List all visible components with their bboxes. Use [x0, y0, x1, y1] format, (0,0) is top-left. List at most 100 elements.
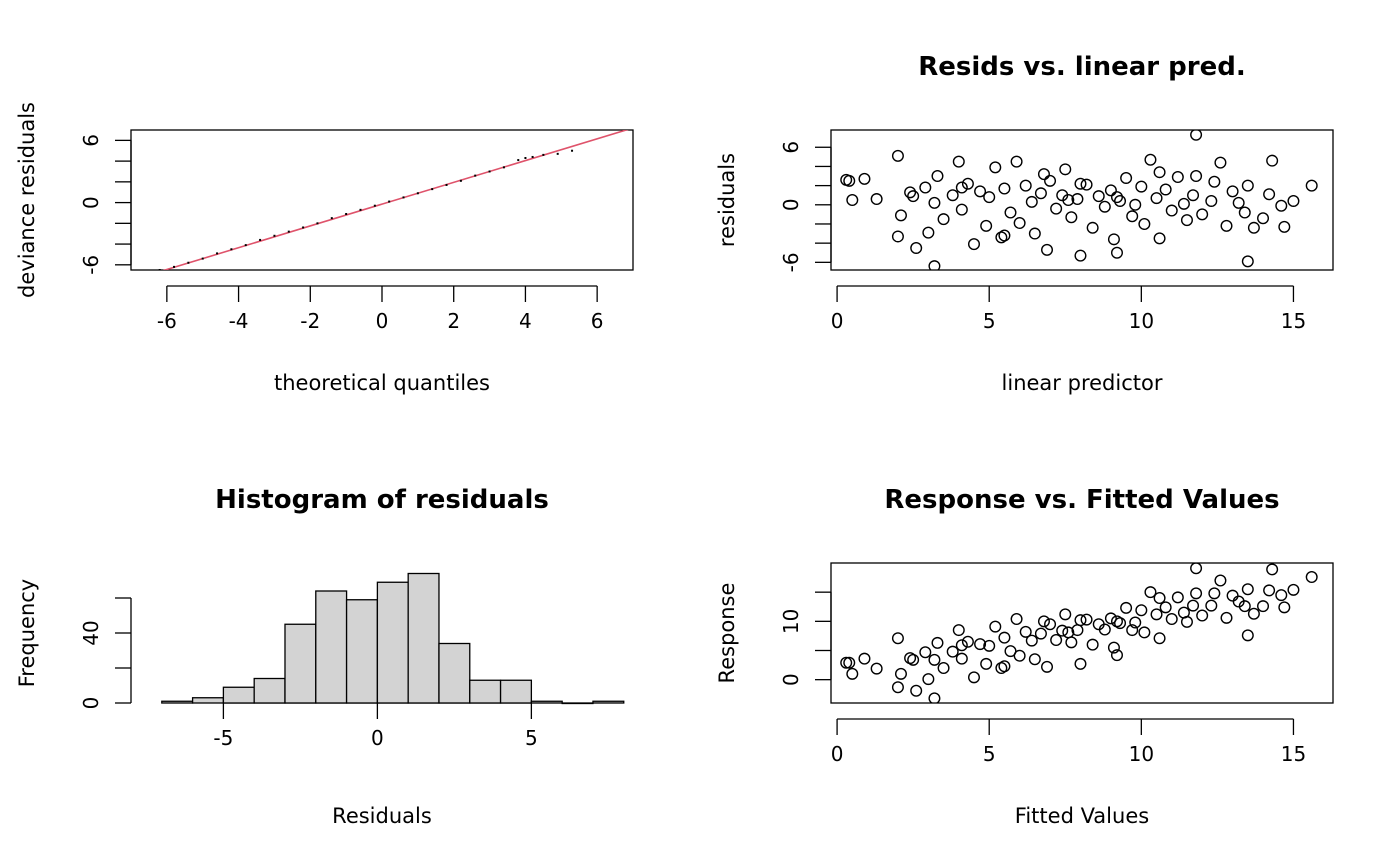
scatter-point: [998, 660, 1011, 673]
scatter-point: [1041, 243, 1054, 256]
scatter-point: [1287, 583, 1300, 596]
qq-point: [556, 152, 559, 155]
scatter-point: [1144, 153, 1157, 166]
y-tick-label: 0: [779, 673, 803, 686]
scatter-point: [1205, 194, 1218, 207]
scatter-point: [919, 646, 932, 659]
qq-point: [488, 170, 491, 173]
scatter-point: [1010, 613, 1023, 626]
scatter-point: [1159, 183, 1172, 196]
scatter-point: [1044, 618, 1057, 631]
histogram-bar: [161, 700, 194, 704]
scatter-point: [955, 181, 968, 194]
scatter-point: [843, 656, 856, 669]
histogram-bar: [469, 679, 502, 704]
scatter-point: [1126, 210, 1139, 223]
scatter-point: [946, 645, 959, 658]
scatter-point: [989, 620, 1002, 633]
scatter-point: [955, 203, 968, 216]
scatter-point: [1150, 608, 1163, 621]
scatter-point: [1041, 660, 1054, 673]
scatter-point: [840, 656, 853, 669]
scatter-point: [1159, 601, 1172, 614]
scatter-point: [980, 657, 993, 670]
scatter-point: [1196, 208, 1209, 221]
residuals-histogram-panel: Histogram of residuals 0 40 -5 0 5 Residuals Fr…: [15, 485, 625, 828]
scatter-point: [870, 193, 883, 206]
qq-point: [517, 159, 520, 162]
scatter-point: [1275, 589, 1288, 602]
scatter-point: [1086, 638, 1099, 651]
scatter-point: [1034, 187, 1047, 200]
data-marks: [158, 130, 629, 270]
qq-point: [459, 179, 462, 182]
x-tick-label: -2: [300, 309, 320, 333]
x-axis-label: theoretical quantiles: [274, 371, 490, 395]
scatter-point: [1010, 155, 1023, 168]
scatter-point: [843, 174, 856, 187]
qq-point: [524, 157, 527, 159]
histogram-bar: [592, 700, 625, 704]
y-axis-label: deviance residuals: [15, 102, 39, 298]
y-tick-label: 6: [779, 141, 803, 154]
qq-point: [302, 226, 305, 229]
scatter-point: [1126, 624, 1139, 637]
qq-point: [416, 192, 419, 195]
x-tick-label: 2: [447, 309, 460, 333]
scatter-point: [1205, 599, 1218, 612]
scatter-point: [1074, 657, 1087, 670]
scatter-point: [1238, 600, 1251, 613]
scatter-point: [931, 636, 944, 649]
scatter-point: [1028, 227, 1041, 240]
histogram-bar: [407, 572, 440, 704]
scatter-point: [1266, 154, 1279, 167]
scatter-point: [891, 230, 904, 243]
scatter-point: [1171, 591, 1184, 604]
scatter-point: [1241, 255, 1254, 268]
scatter-point: [967, 238, 980, 251]
scatter-point: [1153, 232, 1166, 245]
scatter-point: [858, 172, 871, 185]
x-axis-label: Fitted Values: [1015, 804, 1149, 828]
scatter-point: [1019, 625, 1032, 638]
scatter-point: [1013, 649, 1026, 662]
scatter-point: [952, 155, 965, 168]
scatter-point: [1004, 645, 1017, 658]
scatter-point: [1180, 615, 1193, 628]
scatter-point: [989, 161, 1002, 174]
scatter-point: [1114, 194, 1127, 207]
chart-title: Resids vs. linear pred.: [918, 52, 1245, 82]
histogram-bar: [315, 590, 348, 704]
scatter-point: [1177, 197, 1190, 210]
scatter-point: [1028, 653, 1041, 666]
chart-title: Response vs. Fitted Values: [884, 485, 1279, 515]
y-tick-label: 10: [779, 609, 803, 634]
scatter-point: [1135, 604, 1148, 617]
scatter-point: [1187, 189, 1200, 202]
scatter-point: [1110, 615, 1123, 628]
scatter-point: [1153, 592, 1166, 605]
qq-point: [230, 248, 233, 251]
scatter-point: [967, 671, 980, 684]
scatter-point: [1190, 130, 1203, 141]
scatter-point: [1104, 612, 1117, 625]
scatter-point: [1305, 571, 1318, 584]
scatter-point: [1004, 206, 1017, 219]
qq-point: [373, 204, 376, 207]
scatter-point: [1037, 168, 1050, 181]
histogram-bar: [284, 623, 317, 704]
scatter-point: [1247, 607, 1260, 620]
histogram-bar: [222, 686, 255, 704]
y-axis-label: Response: [715, 583, 739, 684]
reference-line: [162, 130, 629, 270]
scatter-point: [1165, 204, 1178, 217]
x-tick-label: 0: [376, 309, 389, 333]
y-tick-label: -6: [79, 255, 103, 275]
x-tick-label: 5: [983, 309, 996, 333]
scatter-point: [1241, 629, 1254, 642]
scatter-point: [1226, 589, 1239, 602]
scatter-point: [1232, 196, 1245, 209]
scatter-point: [1196, 609, 1209, 622]
scatter-point: [1092, 190, 1105, 203]
